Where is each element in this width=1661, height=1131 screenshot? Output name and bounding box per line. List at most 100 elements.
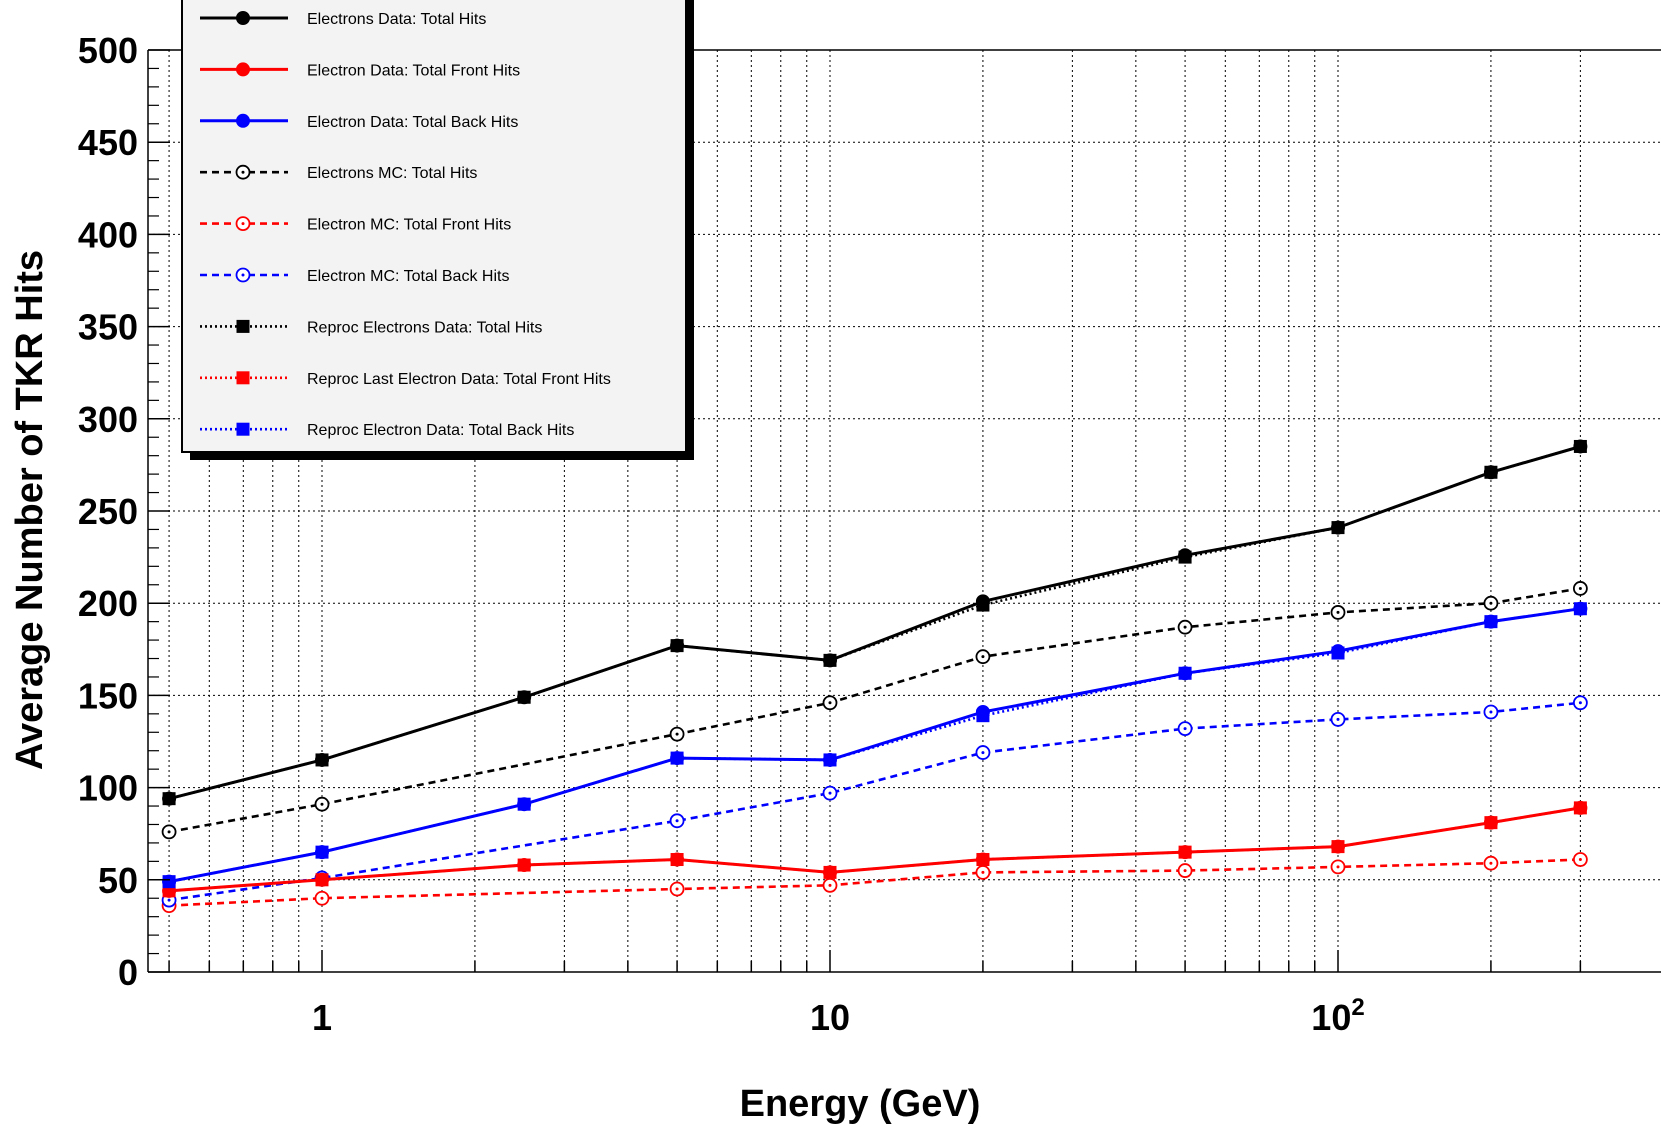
- legend-entry: Electron Data: Total Front Hits: [200, 62, 520, 79]
- data-point-center: [1183, 625, 1187, 629]
- y-tick-label: 500: [78, 30, 138, 71]
- series-line: [168, 701, 1581, 902]
- data-point: [1573, 602, 1587, 616]
- data-point: [976, 853, 990, 867]
- data-point-center: [828, 883, 832, 887]
- legend-label: Reproc Last Electron Data: Total Front H…: [307, 371, 611, 388]
- data-point-center: [167, 898, 171, 902]
- data-point-center: [981, 655, 985, 659]
- data-point-center: [1183, 727, 1187, 731]
- data-point-center: [1489, 601, 1493, 605]
- legend-label: Electrons MC: Total Hits: [307, 165, 477, 182]
- data-point-center: [828, 701, 832, 705]
- data-point-center: [1336, 610, 1340, 614]
- legend-entry: Electron MC: Total Back Hits: [200, 267, 509, 285]
- data-point-center: [1183, 869, 1187, 873]
- y-tick-label: 150: [78, 675, 138, 716]
- y-tick-label: 400: [78, 214, 138, 255]
- data-point-center: [1489, 861, 1493, 865]
- data-point: [1178, 845, 1192, 859]
- data-point-center: [1578, 586, 1582, 590]
- x-tick-label-exponent: 2: [1351, 994, 1364, 1021]
- series-line: [168, 806, 1581, 893]
- data-point: [517, 858, 531, 872]
- legend-entry: Electrons Data: Total Hits: [200, 11, 486, 28]
- series-7: [162, 439, 1587, 806]
- series-layer: [161, 439, 1588, 914]
- data-point: [670, 853, 684, 867]
- data-point-center: [167, 830, 171, 834]
- legend-entry: Electron MC: Total Front Hits: [200, 216, 511, 234]
- data-point: [1484, 615, 1498, 629]
- data-point: [517, 690, 531, 704]
- legend-marker: [236, 422, 250, 436]
- data-point: [1178, 666, 1192, 680]
- data-point: [517, 797, 531, 811]
- legend-label: Electron Data: Total Front Hits: [307, 62, 520, 79]
- legend-marker-center: [241, 222, 245, 226]
- data-point: [823, 753, 837, 767]
- data-point-center: [981, 870, 985, 874]
- data-point: [670, 751, 684, 765]
- y-tick-label: 350: [78, 307, 138, 348]
- data-point: [162, 875, 176, 889]
- data-point: [315, 753, 329, 767]
- y-tick-label: 450: [78, 122, 138, 163]
- data-point-center: [675, 732, 679, 736]
- legend-label: Reproc Electrons Data: Total Hits: [307, 319, 542, 336]
- series-line: [168, 445, 1581, 800]
- data-point: [823, 865, 837, 879]
- data-point-center: [675, 887, 679, 891]
- data-point-center: [981, 751, 985, 755]
- data-point-center: [1489, 710, 1493, 714]
- legend-entry: Electron Data: Total Back Hits: [200, 113, 518, 131]
- data-point: [1484, 816, 1498, 830]
- data-point-center: [675, 819, 679, 823]
- y-tick-label: 100: [78, 768, 138, 809]
- data-point-center: [320, 896, 324, 900]
- legend-label: Electron MC: Total Front Hits: [307, 217, 511, 234]
- legend-entry: Reproc Last Electron Data: Total Front H…: [200, 371, 611, 388]
- legend-entry: Electrons MC: Total Hits: [200, 164, 477, 182]
- data-point: [976, 709, 990, 723]
- legend-label: Electron Data: Total Back Hits: [307, 114, 518, 131]
- data-point: [976, 598, 990, 612]
- data-point: [823, 653, 837, 667]
- legend-marker: [236, 11, 250, 25]
- data-point: [1331, 521, 1345, 535]
- legend-label: Electron MC: Total Back Hits: [307, 268, 509, 285]
- data-point-center: [1578, 858, 1582, 862]
- data-point-center: [1336, 717, 1340, 721]
- legend-marker: [236, 371, 250, 385]
- data-point: [1331, 840, 1345, 854]
- series-9: [162, 602, 1587, 889]
- data-point: [1331, 646, 1345, 660]
- y-tick-label: 250: [78, 491, 138, 532]
- legend-marker: [236, 62, 250, 77]
- legend: Electrons Data: Total Hits Electron Data:…: [181, 0, 694, 460]
- legend-entry: Reproc Electron Data: Total Back Hits: [200, 422, 574, 439]
- legend-marker-center: [241, 273, 245, 277]
- data-point: [1484, 465, 1498, 479]
- y-tick-label: 0: [118, 952, 138, 993]
- legend-marker-center: [241, 170, 245, 174]
- y-tick-label: 300: [78, 399, 138, 440]
- data-point-center: [320, 802, 324, 806]
- grid: [148, 50, 1661, 972]
- series-line: [168, 607, 1581, 883]
- legend-label: Electrons Data: Total Hits: [307, 11, 486, 28]
- data-point: [315, 873, 329, 887]
- x-axis-title: Energy (GeV): [740, 1083, 981, 1125]
- legend-marker: [236, 113, 250, 128]
- data-point-center: [828, 791, 832, 795]
- legend-entry: Reproc Electrons Data: Total Hits: [200, 319, 542, 336]
- data-point: [315, 845, 329, 859]
- series-line: [168, 607, 1581, 884]
- series-4: [161, 581, 1588, 840]
- x-tick-label: 10: [810, 997, 850, 1038]
- y-tick-label: 50: [98, 860, 138, 901]
- y-tick-label: 200: [78, 583, 138, 624]
- data-point: [162, 792, 176, 806]
- data-point: [670, 639, 684, 653]
